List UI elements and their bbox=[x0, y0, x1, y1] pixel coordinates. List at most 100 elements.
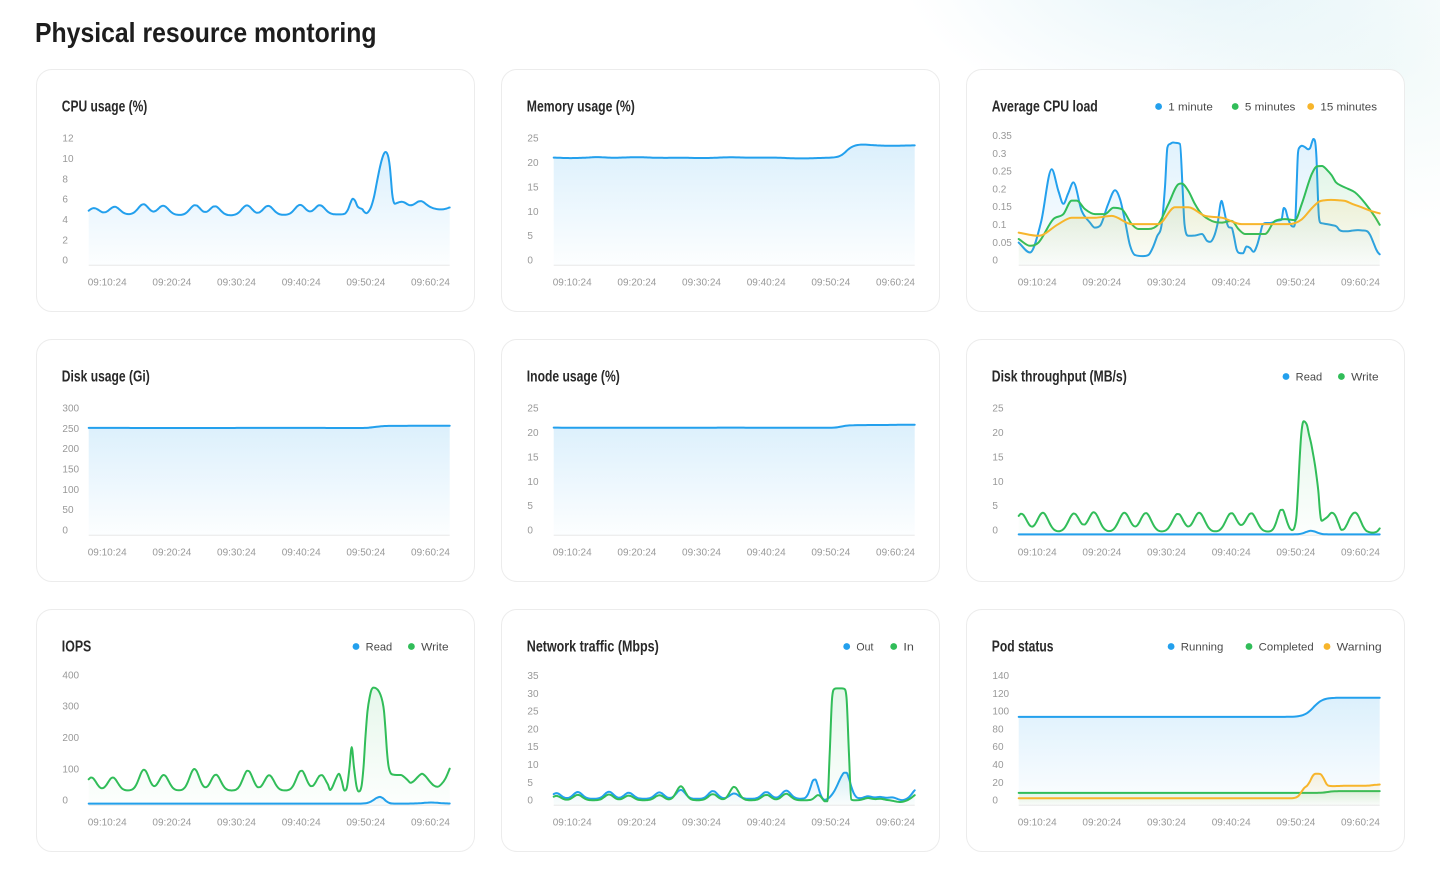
svg-text:Network traffic (Mbps): Network traffic (Mbps) bbox=[527, 638, 659, 655]
svg-text:Running: Running bbox=[1181, 641, 1224, 653]
svg-text:Inode usage (%): Inode usage (%) bbox=[527, 368, 620, 385]
svg-text:20: 20 bbox=[992, 778, 1004, 789]
svg-text:Average CPU load: Average CPU load bbox=[992, 98, 1098, 115]
svg-text:09:10:24: 09:10:24 bbox=[553, 278, 592, 289]
svg-text:09:30:24: 09:30:24 bbox=[1147, 548, 1186, 559]
svg-text:10: 10 bbox=[527, 760, 539, 771]
svg-text:12: 12 bbox=[62, 134, 74, 145]
svg-text:5: 5 bbox=[527, 501, 533, 512]
svg-text:09:50:24: 09:50:24 bbox=[346, 278, 385, 289]
svg-text:0: 0 bbox=[527, 796, 533, 807]
svg-text:0: 0 bbox=[527, 526, 533, 537]
svg-text:300: 300 bbox=[62, 702, 79, 713]
svg-text:Disk throughput (MB/s): Disk throughput (MB/s) bbox=[992, 368, 1127, 385]
svg-text:09:60:24: 09:60:24 bbox=[876, 278, 915, 289]
svg-text:0.25: 0.25 bbox=[992, 167, 1012, 178]
svg-text:60: 60 bbox=[992, 742, 1004, 753]
svg-text:09:40:24: 09:40:24 bbox=[282, 818, 321, 829]
svg-text:0.05: 0.05 bbox=[992, 238, 1012, 249]
svg-text:09:30:24: 09:30:24 bbox=[217, 278, 256, 289]
svg-text:35: 35 bbox=[527, 671, 539, 682]
svg-text:09:60:24: 09:60:24 bbox=[1341, 548, 1380, 559]
svg-text:09:10:24: 09:10:24 bbox=[88, 818, 127, 829]
svg-text:09:60:24: 09:60:24 bbox=[411, 818, 450, 829]
svg-text:0.1: 0.1 bbox=[992, 220, 1006, 231]
svg-text:5: 5 bbox=[527, 231, 533, 242]
svg-text:250: 250 bbox=[62, 424, 79, 435]
svg-text:5 minutes: 5 minutes bbox=[1245, 101, 1296, 113]
svg-text:120: 120 bbox=[992, 689, 1009, 700]
svg-text:100: 100 bbox=[62, 764, 79, 775]
svg-text:CPU usage (%): CPU usage (%) bbox=[62, 98, 148, 115]
svg-text:09:50:24: 09:50:24 bbox=[1276, 278, 1315, 289]
svg-text:09:60:24: 09:60:24 bbox=[411, 278, 450, 289]
svg-text:Warning: Warning bbox=[1337, 641, 1382, 653]
svg-text:09:40:24: 09:40:24 bbox=[747, 278, 786, 289]
svg-text:0: 0 bbox=[992, 526, 998, 537]
svg-text:Disk usage (Gi): Disk usage (Gi) bbox=[62, 368, 150, 385]
svg-text:09:50:24: 09:50:24 bbox=[1276, 548, 1315, 559]
svg-text:Memory usage (%): Memory usage (%) bbox=[527, 98, 635, 115]
svg-text:09:60:24: 09:60:24 bbox=[1341, 278, 1380, 289]
svg-text:25: 25 bbox=[527, 134, 539, 145]
svg-text:15: 15 bbox=[527, 182, 539, 193]
svg-text:15: 15 bbox=[992, 452, 1004, 463]
svg-text:09:30:24: 09:30:24 bbox=[1147, 818, 1186, 829]
svg-text:09:10:24: 09:10:24 bbox=[88, 548, 127, 559]
svg-text:09:20:24: 09:20:24 bbox=[152, 548, 191, 559]
svg-text:0.2: 0.2 bbox=[992, 184, 1006, 195]
svg-text:50: 50 bbox=[62, 505, 74, 516]
svg-text:Out: Out bbox=[856, 641, 873, 653]
svg-text:09:20:24: 09:20:24 bbox=[1082, 278, 1121, 289]
svg-text:0: 0 bbox=[62, 526, 68, 537]
svg-text:80: 80 bbox=[992, 724, 1004, 735]
svg-text:09:60:24: 09:60:24 bbox=[1341, 818, 1380, 829]
svg-text:Read: Read bbox=[366, 641, 393, 653]
svg-text:100: 100 bbox=[62, 485, 79, 496]
svg-text:IOPS: IOPS bbox=[62, 638, 92, 655]
svg-text:09:10:24: 09:10:24 bbox=[88, 278, 127, 289]
svg-text:20: 20 bbox=[527, 158, 539, 169]
svg-text:200: 200 bbox=[62, 733, 79, 744]
svg-text:09:10:24: 09:10:24 bbox=[553, 818, 592, 829]
svg-text:30: 30 bbox=[527, 689, 539, 700]
svg-text:09:30:24: 09:30:24 bbox=[217, 818, 256, 829]
svg-text:1 minute: 1 minute bbox=[1168, 101, 1213, 113]
svg-text:25: 25 bbox=[527, 404, 539, 415]
svg-text:10: 10 bbox=[62, 154, 74, 165]
svg-text:09:30:24: 09:30:24 bbox=[1147, 278, 1186, 289]
svg-text:40: 40 bbox=[992, 760, 1004, 771]
svg-text:4: 4 bbox=[62, 215, 68, 226]
svg-text:09:50:24: 09:50:24 bbox=[811, 548, 850, 559]
svg-text:09:50:24: 09:50:24 bbox=[811, 278, 850, 289]
svg-text:09:20:24: 09:20:24 bbox=[617, 548, 656, 559]
svg-text:In: In bbox=[903, 641, 914, 653]
svg-text:09:20:24: 09:20:24 bbox=[1082, 548, 1121, 559]
svg-text:0: 0 bbox=[62, 256, 68, 267]
svg-text:09:60:24: 09:60:24 bbox=[876, 548, 915, 559]
svg-text:09:40:24: 09:40:24 bbox=[747, 818, 786, 829]
svg-text:09:10:24: 09:10:24 bbox=[1018, 278, 1057, 289]
svg-text:09:40:24: 09:40:24 bbox=[1212, 548, 1251, 559]
svg-text:140: 140 bbox=[992, 671, 1009, 682]
svg-text:09:20:24: 09:20:24 bbox=[152, 818, 191, 829]
svg-text:09:60:24: 09:60:24 bbox=[876, 818, 915, 829]
svg-text:15: 15 bbox=[527, 742, 539, 753]
svg-text:09:40:24: 09:40:24 bbox=[282, 548, 321, 559]
svg-text:09:50:24: 09:50:24 bbox=[1276, 818, 1315, 829]
svg-text:150: 150 bbox=[62, 465, 79, 476]
svg-text:09:40:24: 09:40:24 bbox=[747, 548, 786, 559]
svg-text:09:50:24: 09:50:24 bbox=[346, 818, 385, 829]
svg-text:0: 0 bbox=[62, 796, 68, 807]
svg-text:Read: Read bbox=[1296, 371, 1323, 383]
svg-text:Pod status: Pod status bbox=[992, 638, 1054, 655]
svg-text:8: 8 bbox=[62, 174, 68, 185]
svg-text:0: 0 bbox=[992, 796, 998, 807]
svg-text:0: 0 bbox=[527, 256, 533, 267]
svg-text:200: 200 bbox=[62, 444, 79, 455]
svg-text:09:20:24: 09:20:24 bbox=[617, 278, 656, 289]
svg-text:5: 5 bbox=[527, 778, 533, 789]
svg-text:Completed: Completed bbox=[1259, 641, 1314, 653]
svg-text:0.35: 0.35 bbox=[992, 131, 1012, 142]
svg-text:15: 15 bbox=[527, 452, 539, 463]
